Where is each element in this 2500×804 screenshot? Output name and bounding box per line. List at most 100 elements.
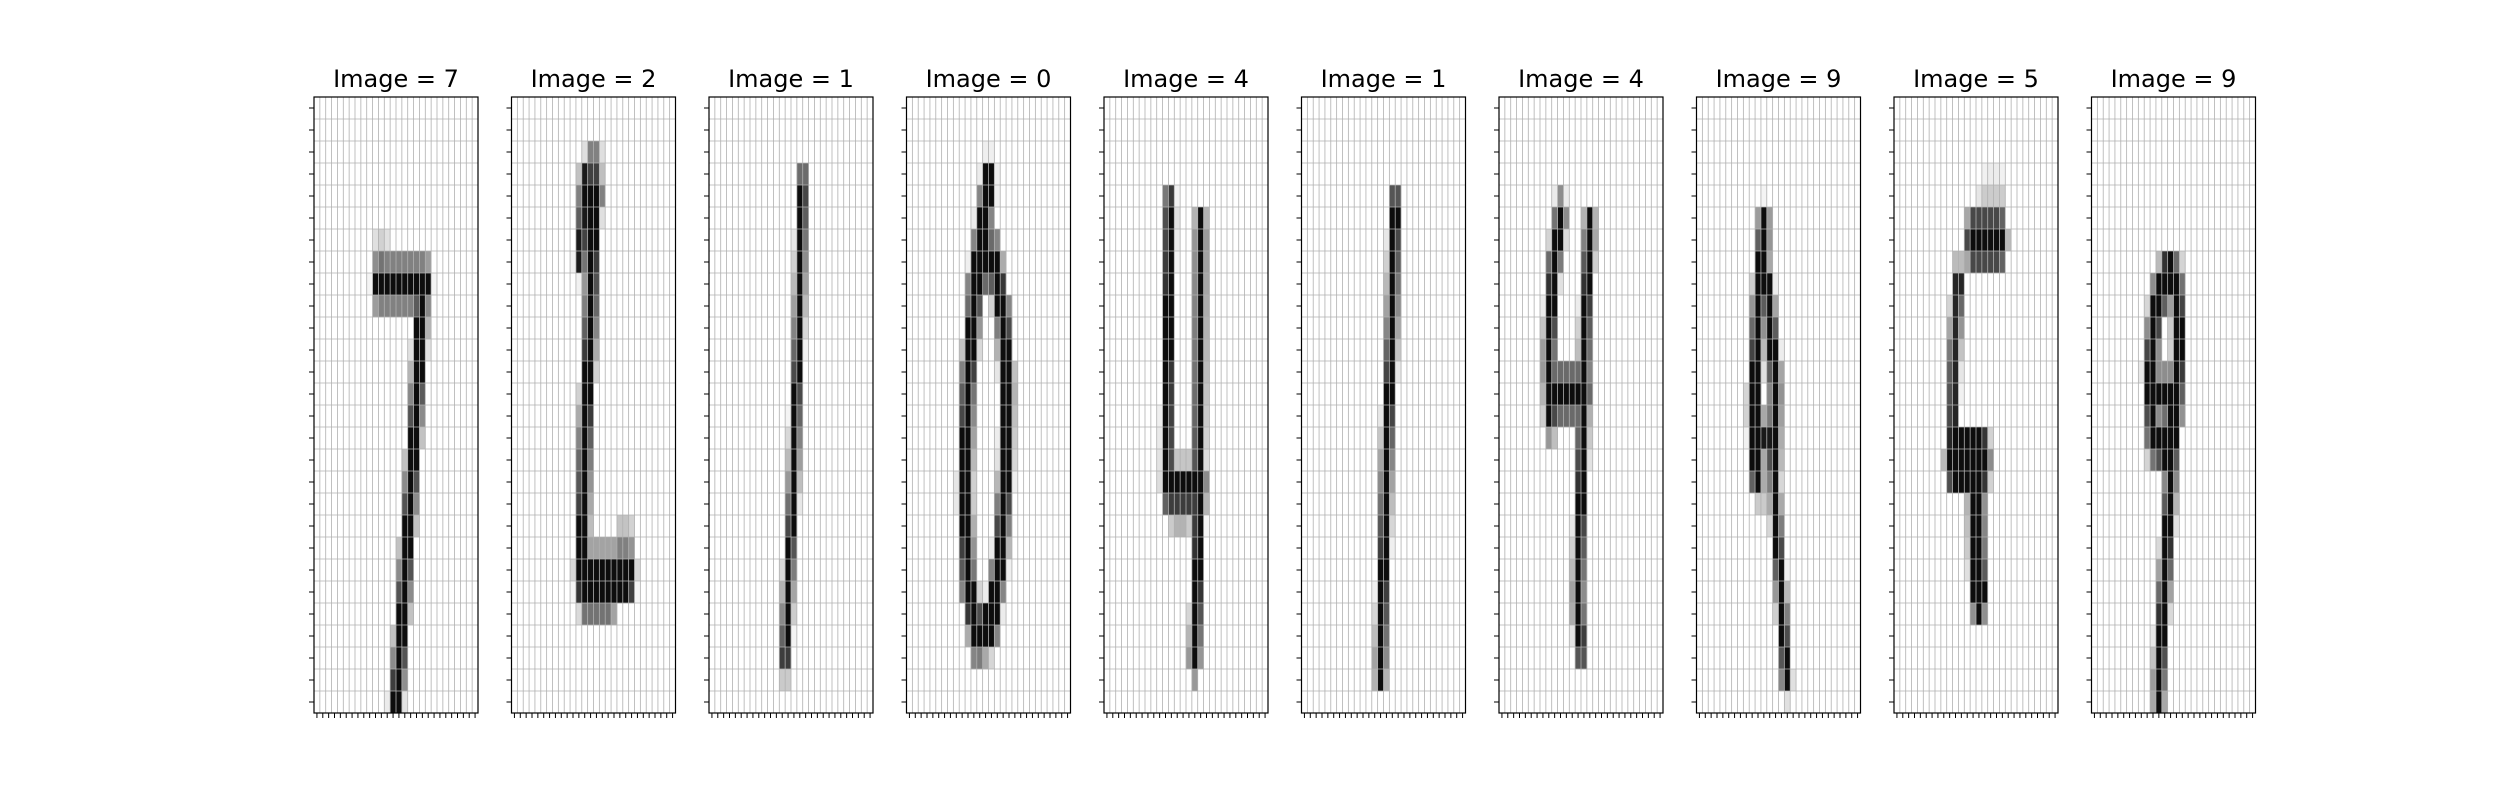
pixel-cell — [970, 449, 977, 472]
pixel-cell — [419, 273, 426, 296]
pixel-cell — [401, 449, 408, 472]
pixel-cell — [1395, 317, 1402, 340]
pixel-cell — [1395, 185, 1402, 208]
pixel-cell — [1162, 185, 1169, 208]
pixel-grid — [314, 97, 478, 713]
pixel-cell — [994, 317, 1001, 340]
pixel-cell — [965, 559, 972, 582]
pixel-cell — [1551, 317, 1558, 340]
pixel-cell — [1958, 317, 1965, 340]
pixel-cell — [587, 361, 594, 384]
pixel-cell — [1772, 361, 1779, 384]
pixel-cell — [1946, 405, 1953, 428]
pixel-cell — [1976, 515, 1983, 538]
pixel-cell — [2161, 537, 2168, 560]
pixel-cell — [1168, 251, 1175, 274]
pixel-cell — [1772, 317, 1779, 340]
pixel-cell — [1168, 207, 1175, 230]
pixel-cell — [611, 603, 618, 626]
pixel-cell — [1395, 361, 1402, 384]
pixel-cell — [970, 625, 977, 648]
pixel-cell — [1581, 625, 1588, 648]
pixel-cell — [1958, 427, 1965, 450]
pixel-cell — [2161, 427, 2168, 450]
pixel-cell — [1958, 339, 1965, 362]
pixel-cell — [1976, 449, 1983, 472]
pixel-cell — [1766, 471, 1773, 494]
pixel-cell — [1772, 471, 1779, 494]
pixel-cell — [1581, 207, 1588, 230]
pixel-cell — [791, 603, 798, 626]
pixel-grid — [1894, 97, 2058, 713]
pixel-cell — [575, 449, 582, 472]
pixel-cell — [390, 647, 397, 670]
pixel-cell — [2179, 383, 2186, 406]
pixel-cell — [976, 185, 983, 208]
pixel-cell — [587, 559, 594, 582]
pixel-cell — [1952, 317, 1959, 340]
pixel-cell — [587, 493, 594, 516]
pixel-cell — [1000, 405, 1007, 428]
pixel-cell — [1162, 493, 1169, 516]
pixel-cell — [1377, 669, 1384, 692]
pixel-cell — [2150, 669, 2157, 692]
pixel-cell — [2155, 647, 2162, 670]
pixel-cell — [1186, 449, 1193, 472]
pixel-cell — [396, 273, 403, 296]
pixel-cell — [1162, 427, 1169, 450]
pixel-cell — [581, 493, 588, 516]
pixel-cells — [1743, 185, 1797, 714]
pixel-cell — [965, 339, 972, 362]
pixel-cell — [1551, 251, 1558, 274]
pixel-cell — [976, 581, 983, 604]
pixel-cell — [1946, 339, 1953, 362]
pixel-cell — [988, 537, 995, 560]
pixel-cell — [970, 251, 977, 274]
pixel-cell — [1772, 295, 1779, 318]
pixel-cell — [1377, 449, 1384, 472]
pixel-cell — [419, 339, 426, 362]
pixel-cell — [1377, 493, 1384, 516]
pixel-cell — [1000, 581, 1007, 604]
pixel-cell — [628, 515, 635, 538]
pixel-cell — [1000, 493, 1007, 516]
pixel-cell — [407, 537, 414, 560]
pixel-cell — [1377, 471, 1384, 494]
pixel-cell — [779, 603, 786, 626]
pixel-cell — [1557, 383, 1564, 406]
pixel-cell — [1156, 449, 1163, 472]
pixel-cell — [1545, 295, 1552, 318]
pixel-cell — [390, 691, 397, 714]
pixel-cell — [1377, 515, 1384, 538]
pixel-cell — [1964, 229, 1971, 252]
pixel-cell — [1203, 251, 1210, 274]
pixel-cell — [2167, 339, 2174, 362]
pixel-cell — [1168, 471, 1175, 494]
pixel-cell — [593, 559, 600, 582]
panel-frame — [1300, 96, 1467, 714]
pixel-cell — [2144, 383, 2151, 406]
pixel-cell — [1191, 273, 1198, 296]
pixel-cell — [1970, 493, 1977, 516]
pixel-cell — [1778, 559, 1785, 582]
pixel-cell — [1581, 581, 1588, 604]
pixel-cell — [587, 603, 594, 626]
pixel-cell — [2173, 295, 2180, 318]
pixel-cell — [593, 163, 600, 186]
pixel-cell — [1749, 361, 1756, 384]
pixel-cell — [587, 515, 594, 538]
pixel-cell — [791, 515, 798, 538]
pixel-cell — [976, 251, 983, 274]
pixel-cell — [413, 405, 420, 428]
pixel-cell — [1162, 295, 1169, 318]
pixel-cell — [1766, 251, 1773, 274]
pixel-cell — [785, 559, 792, 582]
panel-frame — [2090, 96, 2257, 714]
pixel-cell — [1952, 383, 1959, 406]
pixel-cell — [2150, 295, 2157, 318]
pixel-cell — [1772, 559, 1779, 582]
pixel-cell — [1011, 361, 1018, 384]
pixel-cell — [575, 273, 582, 296]
pixel-cell — [593, 141, 600, 164]
pixel-cell — [1952, 471, 1959, 494]
